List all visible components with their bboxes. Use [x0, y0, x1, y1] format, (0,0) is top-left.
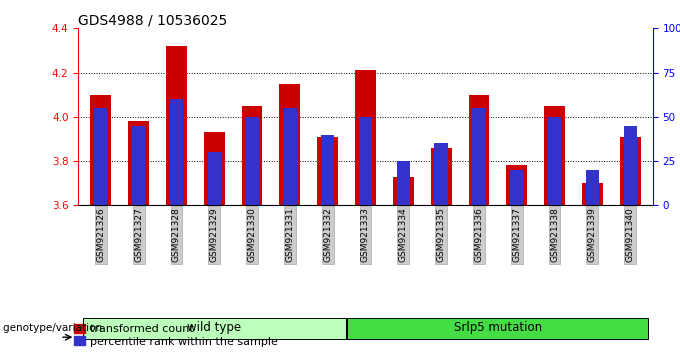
- Bar: [132, 126, 146, 205]
- Bar: [245, 117, 258, 205]
- Text: GSM921328: GSM921328: [172, 207, 181, 262]
- Bar: [95, 108, 107, 205]
- Text: GSM921332: GSM921332: [323, 207, 333, 262]
- Bar: [204, 132, 224, 205]
- Bar: [207, 152, 221, 205]
- FancyBboxPatch shape: [83, 318, 346, 339]
- Bar: [318, 137, 338, 205]
- Bar: [619, 137, 641, 205]
- Bar: [469, 95, 490, 205]
- Text: genotype/variation: genotype/variation: [3, 323, 106, 333]
- Text: GSM921326: GSM921326: [97, 207, 105, 262]
- Bar: [359, 117, 372, 205]
- Bar: [321, 135, 335, 205]
- Bar: [585, 170, 599, 205]
- Bar: [507, 166, 527, 205]
- Legend: transformed count, percentile rank within the sample: transformed count, percentile rank withi…: [73, 324, 278, 347]
- Text: GDS4988 / 10536025: GDS4988 / 10536025: [78, 13, 227, 27]
- Text: GSM921338: GSM921338: [550, 207, 559, 262]
- Text: GSM921337: GSM921337: [512, 207, 521, 262]
- Bar: [90, 95, 112, 205]
- Bar: [129, 121, 149, 205]
- Bar: [393, 177, 413, 205]
- Text: GSM921329: GSM921329: [210, 207, 219, 262]
- Bar: [473, 108, 486, 205]
- Bar: [624, 126, 636, 205]
- Bar: [430, 148, 452, 205]
- Bar: [582, 183, 602, 205]
- Bar: [548, 117, 561, 205]
- Bar: [241, 106, 262, 205]
- Bar: [396, 161, 410, 205]
- Text: GSM921330: GSM921330: [248, 207, 256, 262]
- Text: GSM921334: GSM921334: [398, 207, 408, 262]
- Text: GSM921340: GSM921340: [626, 207, 634, 262]
- Text: GSM921336: GSM921336: [475, 207, 483, 262]
- Text: GSM921339: GSM921339: [588, 207, 597, 262]
- Bar: [544, 106, 565, 205]
- Bar: [510, 170, 524, 205]
- Text: GSM921327: GSM921327: [134, 207, 143, 262]
- Bar: [355, 70, 376, 205]
- Bar: [170, 99, 183, 205]
- Text: Srlp5 mutation: Srlp5 mutation: [454, 321, 542, 335]
- Bar: [279, 84, 301, 205]
- Text: GSM921335: GSM921335: [437, 207, 445, 262]
- Text: wild type: wild type: [187, 321, 241, 335]
- Text: GSM921331: GSM921331: [286, 207, 294, 262]
- FancyBboxPatch shape: [347, 318, 648, 339]
- Text: GSM921333: GSM921333: [361, 207, 370, 262]
- Bar: [284, 108, 296, 205]
- Bar: [435, 143, 447, 205]
- Bar: [166, 46, 187, 205]
